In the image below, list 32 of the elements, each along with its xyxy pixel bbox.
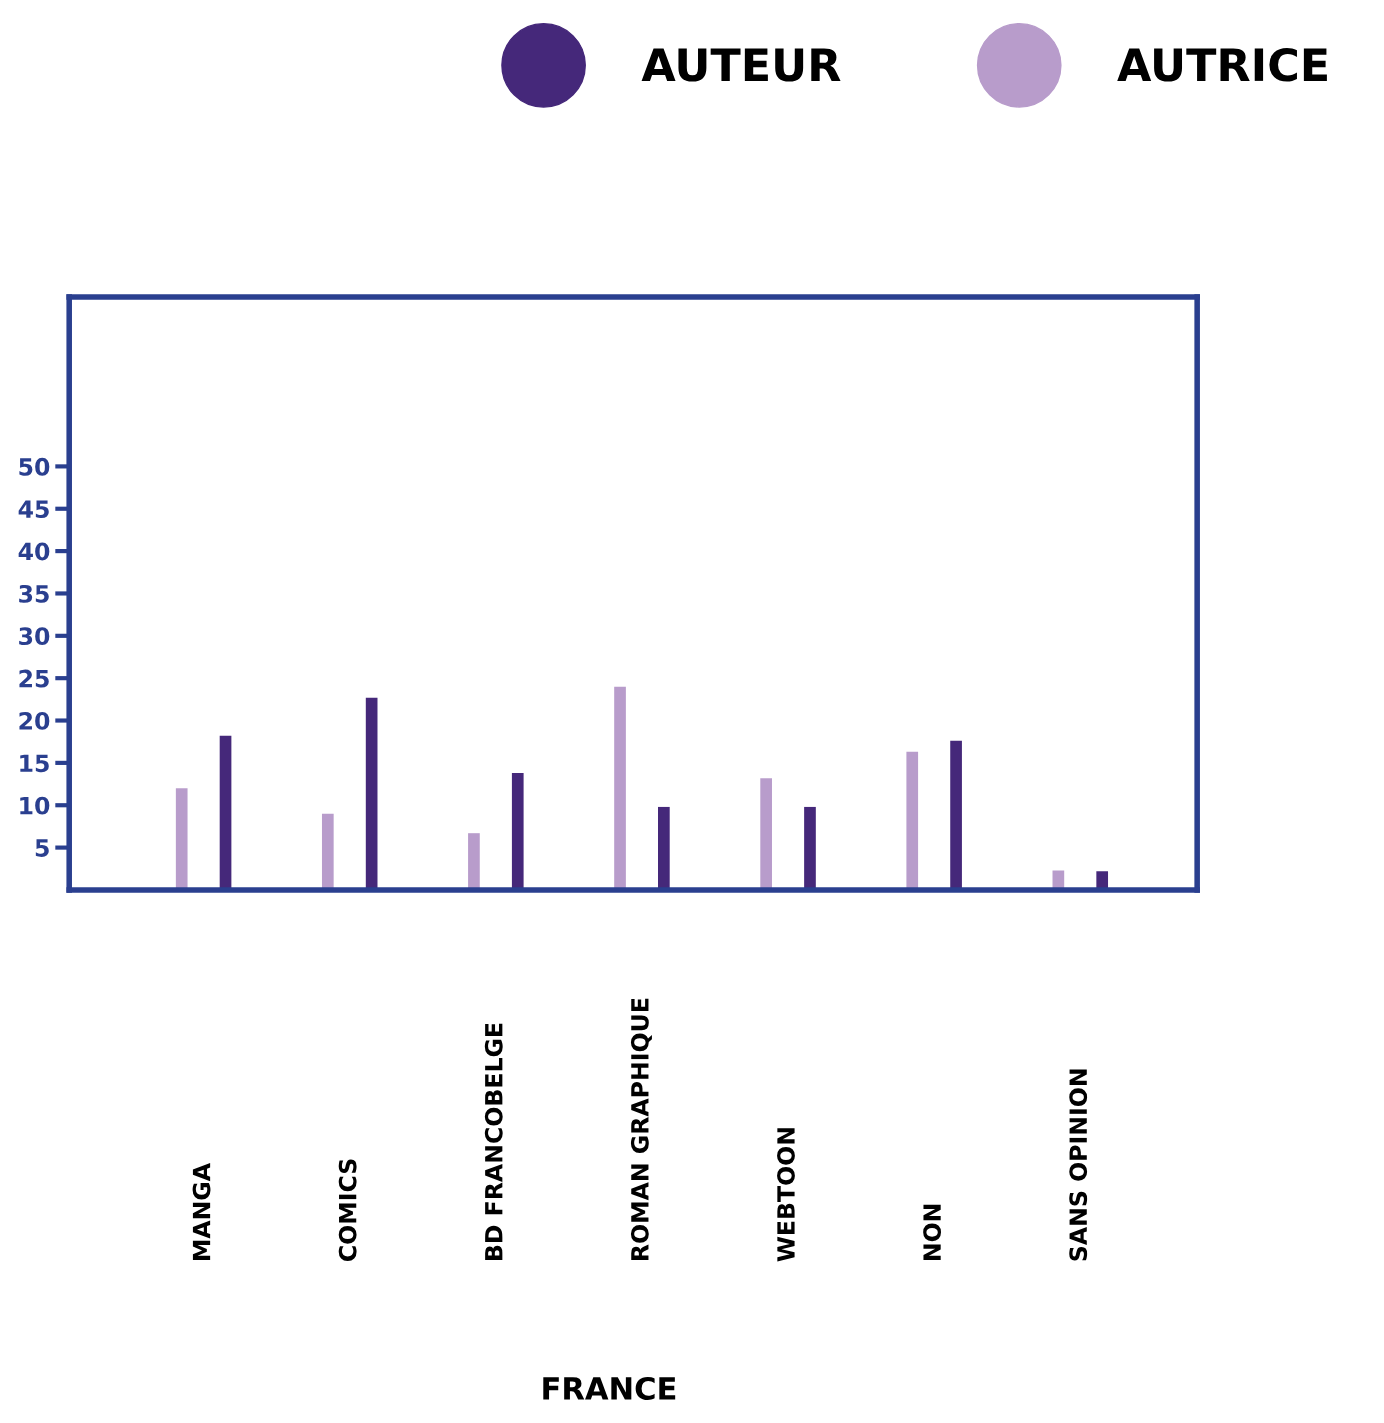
y-tick-label: 40 [18, 542, 50, 561]
y-tick-label: 5 [35, 839, 49, 857]
x-tick-label: BD FRANCOBELGE [484, 1023, 503, 1260]
bar [658, 806, 670, 890]
x-tick-label: WEBTOON [777, 1128, 795, 1262]
bar [950, 740, 962, 890]
x-tick-label: COMICS [338, 1159, 357, 1261]
text: FRANCE [543, 1376, 676, 1400]
y-tick-label: 20 [19, 711, 50, 730]
y-tick-label: 45 [18, 500, 49, 519]
y-tick-label: 25 [19, 669, 49, 688]
y-tick-label: 50 [19, 457, 50, 476]
bar [804, 806, 816, 890]
y-tick-label: 15 [20, 754, 49, 773]
x-tick-label: NON [923, 1204, 942, 1260]
bar [760, 778, 772, 890]
bar [511, 773, 524, 890]
legend-label: AUTEUR [641, 48, 841, 82]
bar [321, 813, 334, 890]
bar [468, 833, 480, 890]
x-tick-label: MANGA [192, 1163, 211, 1260]
legend-label: AUTRICE [1117, 47, 1327, 82]
y-tick-label: 10 [20, 796, 50, 815]
bar [219, 735, 232, 890]
bar [906, 751, 919, 890]
bar [614, 686, 626, 890]
y-tick-label: 35 [19, 584, 49, 603]
x-tick-label: SANS OPINION [1069, 1069, 1088, 1261]
x-tick-label: ROMAN GRAPHIQUE [630, 998, 652, 1260]
bar [365, 697, 378, 890]
y-tick-label: 30 [19, 627, 50, 646]
bar [175, 788, 188, 890]
